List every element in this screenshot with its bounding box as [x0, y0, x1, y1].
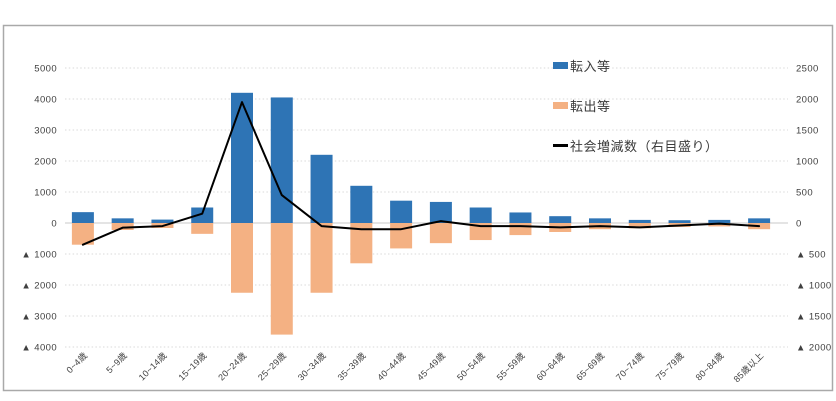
net-change-line [81, 101, 761, 246]
bar-move-in [748, 218, 771, 223]
left-axis-tick: ▲ 2000 [21, 281, 57, 292]
x-axis-label: 0~4歳 [64, 350, 90, 376]
right-axis-tick: 1500 [796, 126, 819, 137]
bar-move-in [151, 219, 174, 223]
right-axis-tick: ▲ 500 [796, 250, 826, 261]
chart-frame [2, 24, 834, 392]
left-axis-tick: 0 [51, 219, 57, 230]
right-axis-tick: 2000 [796, 95, 819, 106]
left-axis-tick: ▲ 4000 [21, 343, 57, 354]
right-axis-tick: ▲ 1000 [796, 281, 832, 292]
bar-move-in [628, 219, 651, 223]
x-axis-label: 15~19歳 [176, 350, 209, 383]
bar-move-in [310, 154, 333, 223]
x-axis-label: 25~29歳 [255, 350, 288, 383]
legend-label-net-change: 社会増減数（右目盛り） [570, 139, 719, 154]
left-axis-tick: ▲ 3000 [21, 312, 57, 323]
bar-move-in [231, 92, 253, 223]
bar-move-out [270, 223, 293, 335]
bar-move-out [191, 223, 214, 234]
x-axis-label: 85歳以上 [731, 350, 766, 385]
bar-move-in [191, 207, 214, 223]
x-axis-label: 60~64歳 [534, 350, 567, 383]
bar-move-out [628, 223, 651, 229]
left-axis-tick: 3000 [34, 126, 57, 137]
x-axis-label: 50~54歳 [454, 350, 487, 383]
move-out-swatch-icon [553, 102, 568, 109]
bar-move-in [708, 219, 731, 223]
left-axis-tick: ▲ 1000 [21, 250, 57, 261]
x-axis-label: 35~39歳 [335, 350, 368, 383]
bar-move-in [469, 207, 492, 223]
left-axis-tick: 4000 [34, 95, 57, 106]
bar-move-out [231, 223, 253, 293]
bar-move-out [310, 223, 333, 293]
x-axis-label: 70~74歳 [613, 350, 646, 383]
right-axis-tick: 1000 [796, 157, 819, 168]
x-axis-label: 20~24歳 [216, 350, 249, 383]
x-axis-label: 55~59歳 [494, 350, 527, 383]
legend-item-net-change: 社会増減数（右目盛り） [553, 136, 719, 155]
bar-move-out [509, 223, 532, 236]
left-axis-tick: 5000 [34, 64, 57, 75]
right-axis-tick: 0 [796, 219, 802, 230]
x-axis-label: 45~49歳 [414, 350, 447, 383]
net-change-line-swatch-icon [553, 144, 568, 147]
bar-move-out [429, 223, 452, 244]
left-axis-tick: 1000 [34, 188, 57, 199]
left-axis-tick: 2000 [34, 157, 57, 168]
bar-move-in [270, 97, 293, 223]
x-axis-label: 30~34歳 [295, 350, 328, 383]
bar-move-out [111, 223, 134, 230]
x-axis-label: 80~84歳 [693, 350, 726, 383]
bar-move-in [71, 212, 94, 223]
bar-move-in [111, 218, 134, 223]
bar-move-out [708, 223, 731, 227]
bar-move-in [589, 218, 611, 223]
right-axis-tick: 500 [796, 188, 813, 199]
x-axis-label: 40~44歳 [375, 350, 408, 383]
x-axis-label: 5~9歳 [104, 350, 130, 376]
legend: 転入等 転出等 社会増減数（右目盛り） [553, 56, 719, 155]
bar-move-in [429, 201, 452, 223]
x-axis-label: 10~14歳 [136, 350, 169, 383]
x-axis-label: 65~69歳 [574, 350, 607, 383]
legend-item-move-out: 転出等 [553, 96, 719, 115]
legend-item-move-in: 転入等 [553, 56, 719, 75]
bar-move-in [549, 216, 572, 223]
bar-move-in [668, 220, 691, 223]
legend-label-move-in: 転入等 [570, 59, 611, 74]
legend-label-move-out: 転出等 [570, 99, 611, 114]
bar-move-out [71, 223, 94, 245]
bar-move-out [350, 223, 373, 264]
bar-move-out [469, 223, 492, 241]
bar-move-in [390, 200, 413, 223]
bar-move-in [350, 185, 373, 223]
right-axis-tick: ▲ 2000 [796, 343, 832, 354]
move-in-swatch-icon [553, 62, 568, 69]
right-axis-tick: 2500 [796, 64, 819, 75]
x-axis-label: 75~79歳 [653, 350, 686, 383]
bar-move-in [509, 212, 532, 223]
right-axis-tick: ▲ 1500 [796, 312, 832, 323]
